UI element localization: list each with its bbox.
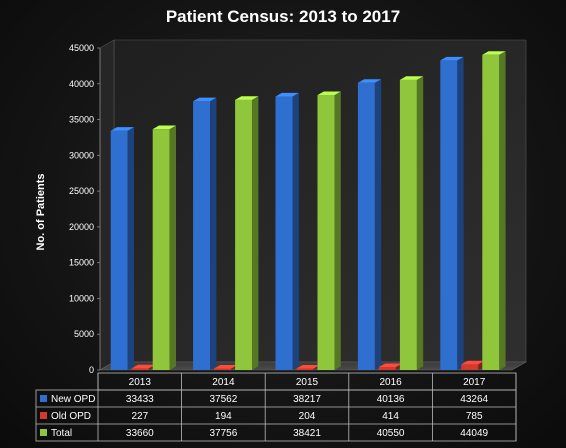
bar-top bbox=[152, 125, 176, 130]
legend-label: New OPD bbox=[51, 394, 95, 405]
data-label: 40136 bbox=[377, 394, 405, 405]
bar-side bbox=[374, 79, 382, 370]
bar-top bbox=[461, 360, 485, 365]
legend-label: Total bbox=[51, 428, 72, 439]
legend-swatch bbox=[40, 395, 47, 402]
y-tick-label: 5000 bbox=[74, 329, 94, 339]
x-category-label: 2015 bbox=[296, 377, 319, 388]
bar-front bbox=[461, 364, 479, 370]
y-tick-label: 0 bbox=[89, 365, 94, 375]
x-category-label: 2014 bbox=[212, 377, 235, 388]
bar-top bbox=[275, 92, 299, 97]
bar-side bbox=[292, 92, 299, 371]
data-label: 204 bbox=[299, 411, 316, 422]
bars-layer bbox=[110, 51, 506, 371]
data-label: 37756 bbox=[209, 428, 237, 439]
data-label: 227 bbox=[131, 411, 148, 422]
bar-top bbox=[482, 51, 506, 55]
bar-side bbox=[334, 91, 341, 370]
bar-top bbox=[131, 364, 155, 369]
bar-top bbox=[357, 79, 382, 83]
x-category-label: 2017 bbox=[463, 377, 486, 388]
data-label: 37562 bbox=[209, 394, 237, 405]
data-label: 38217 bbox=[293, 394, 321, 405]
y-tick-label: 45000 bbox=[69, 43, 94, 53]
y-tick-label: 40000 bbox=[69, 79, 94, 89]
bar-front bbox=[296, 368, 314, 370]
bar-side bbox=[457, 56, 464, 370]
data-label: 414 bbox=[382, 411, 399, 422]
bar-new-opd-2016 bbox=[357, 79, 382, 370]
bar-side bbox=[499, 51, 506, 371]
bar-front bbox=[440, 60, 458, 370]
bar-front bbox=[110, 130, 128, 370]
data-label: 194 bbox=[215, 411, 232, 422]
data-table: 2013 2014 2015 2016 2017 New OPD 33433 37562 382… bbox=[35, 372, 517, 442]
y-axis-title: No. of Patients bbox=[35, 173, 47, 250]
data-label: 33660 bbox=[126, 428, 154, 439]
legend-swatch bbox=[40, 429, 47, 436]
bar-new-opd-2013 bbox=[110, 127, 134, 371]
bar-front bbox=[193, 101, 211, 370]
data-label: 33433 bbox=[126, 394, 154, 405]
y-tick-label: 35000 bbox=[69, 115, 94, 125]
y-tick-label: 30000 bbox=[69, 150, 94, 160]
bar-side bbox=[416, 76, 424, 371]
bar-top bbox=[378, 363, 403, 368]
bar-top bbox=[317, 91, 341, 96]
bar-front bbox=[131, 368, 149, 370]
table-border bbox=[35, 389, 517, 442]
data-label: 43264 bbox=[460, 394, 488, 405]
bar-front bbox=[378, 367, 396, 370]
legend-label: Old OPD bbox=[51, 411, 91, 422]
legend-swatch bbox=[40, 412, 47, 419]
bar-total-2017 bbox=[482, 51, 506, 371]
x-category-label: 2016 bbox=[379, 377, 402, 388]
bar-side bbox=[252, 96, 259, 370]
y-tick-label: 20000 bbox=[69, 222, 94, 232]
bar-total-2016 bbox=[399, 76, 424, 371]
bar-front bbox=[152, 129, 170, 370]
bar-front bbox=[482, 54, 500, 370]
bar-top bbox=[399, 76, 424, 80]
x-category-label: 2013 bbox=[129, 377, 152, 388]
bar-front bbox=[317, 95, 335, 370]
bar-side bbox=[169, 125, 176, 370]
bar-front bbox=[357, 82, 375, 370]
bar-side bbox=[127, 127, 134, 371]
bar-top bbox=[110, 127, 134, 131]
bar-new-opd-2014 bbox=[193, 97, 217, 371]
data-label: 38421 bbox=[293, 428, 321, 439]
y-tick-label: 25000 bbox=[69, 186, 94, 196]
bar-top bbox=[193, 97, 217, 102]
bar-total-2014 bbox=[235, 96, 259, 371]
chart-title: Patient Census: 2013 to 2017 bbox=[166, 7, 400, 26]
bar-new-opd-2017 bbox=[440, 56, 464, 370]
bar-new-opd-2015 bbox=[275, 92, 299, 371]
bar-front bbox=[214, 368, 232, 370]
bar-front bbox=[399, 79, 417, 370]
bar-top bbox=[214, 365, 238, 369]
bar-top bbox=[440, 56, 464, 61]
y-axis: 0 5000 10000 15000 20000 25000 30000 35000 40000… bbox=[69, 43, 101, 375]
bar-side bbox=[210, 97, 217, 371]
bar-top bbox=[296, 364, 320, 369]
data-label: 785 bbox=[466, 411, 483, 422]
bar-top bbox=[235, 96, 259, 100]
bar-total-2013 bbox=[152, 125, 176, 370]
data-label: 40550 bbox=[377, 428, 405, 439]
bar-total-2015 bbox=[317, 91, 341, 370]
y-tick-label: 15000 bbox=[69, 258, 94, 268]
data-label: 44049 bbox=[460, 428, 488, 439]
bar-front bbox=[235, 99, 253, 371]
y-tick-label: 10000 bbox=[69, 293, 94, 303]
bar-front bbox=[275, 96, 293, 370]
